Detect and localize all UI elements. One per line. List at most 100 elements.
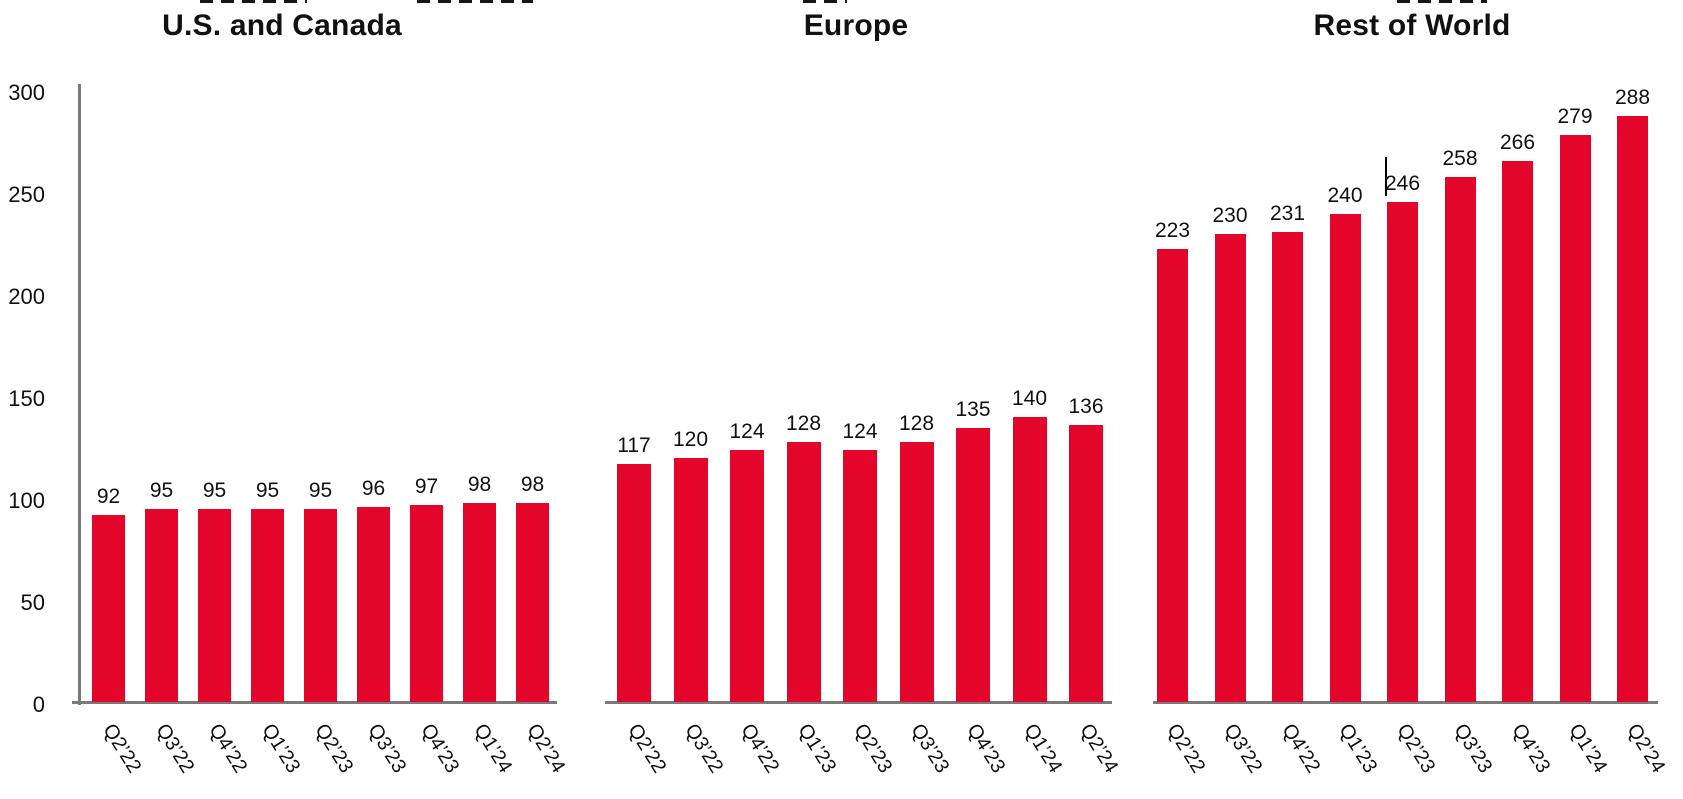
x-axis-label: Q1’24 <box>1018 720 1066 777</box>
x-axis-label: Q4’23 <box>1506 720 1554 777</box>
x-axis-label: Q4’22 <box>203 720 251 777</box>
x-axis-label: Q2’22 <box>1161 720 1209 777</box>
bar-rest-of-world-6 <box>1444 177 1476 702</box>
bar-u-s-and-canada-2 <box>145 508 178 702</box>
x-axis-label: Q3’22 <box>1219 720 1267 777</box>
x-axis-label: Q2’24 <box>521 720 569 777</box>
x-axis-label: Q1’23 <box>1334 720 1382 777</box>
bar-europe-1 <box>617 464 651 702</box>
bar-value-label: 246 <box>1384 171 1421 195</box>
bar-europe-4 <box>786 441 821 702</box>
x-axis-label: Q2’24 <box>1621 720 1669 777</box>
x-axis-label: Q2’23 <box>1391 720 1439 777</box>
bar-value-label: 98 <box>467 472 492 496</box>
x-axis-label: Q2’22 <box>623 720 671 777</box>
clipped-text-artifact <box>803 0 847 3</box>
bar-value-label: 223 <box>1154 218 1191 242</box>
bar-value-label: 98 <box>520 472 545 496</box>
x-axis-label: Q4’22 <box>736 720 784 777</box>
clipped-text-artifact <box>200 0 307 3</box>
y-axis-tick-label: 300 <box>8 79 45 105</box>
bar-rest-of-world-8 <box>1559 134 1591 702</box>
bar-u-s-and-canada-7 <box>410 504 443 702</box>
bar-value-label: 140 <box>1011 387 1048 411</box>
bar-value-label: 124 <box>729 419 765 443</box>
y-axis-tick-label: 250 <box>8 181 45 207</box>
bar-u-s-and-canada-4 <box>251 508 284 702</box>
bar-value-label: 92 <box>96 484 121 508</box>
bar-u-s-and-canada-5 <box>304 508 337 702</box>
bar-value-label: 120 <box>672 428 709 451</box>
bar-rest-of-world-4 <box>1329 214 1361 702</box>
bar-u-s-and-canada-3 <box>198 508 231 702</box>
bar-rest-of-world-9 <box>1617 116 1648 702</box>
bar-rest-of-world-7 <box>1502 161 1533 702</box>
panel-title-us-canada: U.S. and Canada <box>162 9 402 42</box>
x-axis-line <box>72 701 557 704</box>
bar-value-label: 258 <box>1442 147 1478 171</box>
bar-u-s-and-canada-6 <box>357 506 390 702</box>
bar-value-label: 230 <box>1212 204 1248 228</box>
x-axis-label: Q4’22 <box>1276 720 1324 777</box>
bar-value-label: 136 <box>1068 395 1104 419</box>
bar-value-label: 96 <box>361 476 386 500</box>
x-axis-label: Q1’24 <box>1564 720 1612 777</box>
bar-value-label: 117 <box>617 434 651 458</box>
bar-europe-2 <box>673 458 708 702</box>
bar-value-label: 95 <box>149 478 174 502</box>
y-axis-tick-label: 100 <box>8 487 45 513</box>
x-axis-label: Q3’22 <box>679 720 727 777</box>
bar-u-s-and-canada-9 <box>516 502 549 702</box>
x-axis-line <box>605 701 1112 704</box>
bar-value-label: 240 <box>1327 184 1363 207</box>
bar-value-label: 128 <box>898 411 935 435</box>
bar-europe-9 <box>1069 425 1103 702</box>
bar-value-label: 124 <box>842 419 878 443</box>
bar-europe-8 <box>1012 417 1047 702</box>
bar-value-label: 288 <box>1614 86 1651 110</box>
text-cursor-artifact <box>1385 157 1387 196</box>
x-axis-label: Q4’23 <box>415 720 463 777</box>
bar-value-label: 279 <box>1557 104 1593 128</box>
bar-value-label: 266 <box>1499 131 1536 155</box>
clipped-text-artifact <box>1397 0 1487 3</box>
bar-value-label: 128 <box>785 411 822 435</box>
x-axis-label: Q2’24 <box>1075 720 1123 777</box>
x-axis-label: Q2’22 <box>97 720 145 777</box>
y-axis-line <box>78 84 81 705</box>
x-axis-label: Q4’23 <box>962 720 1010 777</box>
bar-europe-7 <box>956 427 990 702</box>
x-axis-line <box>1153 701 1658 704</box>
x-axis-label: Q1’24 <box>468 720 516 777</box>
bar-value-label: 231 <box>1269 202 1306 226</box>
x-axis-label: Q1’23 <box>792 720 840 777</box>
x-axis-label: Q3’23 <box>905 720 953 777</box>
bar-u-s-and-canada-8 <box>463 502 496 702</box>
bar-rest-of-world-1 <box>1157 248 1188 702</box>
x-axis-label: Q2’23 <box>849 720 897 777</box>
bar-rest-of-world-3 <box>1272 232 1303 702</box>
bar-value-label: 95 <box>202 478 227 502</box>
panel-title-rest-of-world: Rest of World <box>1313 9 1511 42</box>
x-axis-label: Q3’23 <box>1449 720 1497 777</box>
y-axis-tick-label: 200 <box>8 283 45 309</box>
bar-u-s-and-canada-1 <box>92 514 125 702</box>
x-axis-label: Q3’22 <box>150 720 198 777</box>
panel-title-europe: Europe <box>803 9 909 42</box>
x-axis-label: Q2’23 <box>309 720 357 777</box>
y-axis-tick-label: 0 <box>32 692 45 717</box>
bar-rest-of-world-2 <box>1214 234 1246 702</box>
x-axis-label: Q1’23 <box>256 720 304 777</box>
clipped-text-artifact <box>417 0 533 3</box>
x-axis-label: Q3’23 <box>362 720 410 777</box>
bar-value-label: 97 <box>414 474 439 498</box>
bar-value-label: 95 <box>308 478 333 502</box>
y-axis-tick-label: 50 <box>20 589 45 615</box>
bar-rest-of-world-5 <box>1387 201 1418 702</box>
y-axis-tick-label: 150 <box>8 385 45 411</box>
bar-value-label: 95 <box>255 478 280 502</box>
bar-europe-3 <box>730 449 764 702</box>
bar-europe-6 <box>899 441 934 702</box>
bar-europe-5 <box>843 449 877 702</box>
